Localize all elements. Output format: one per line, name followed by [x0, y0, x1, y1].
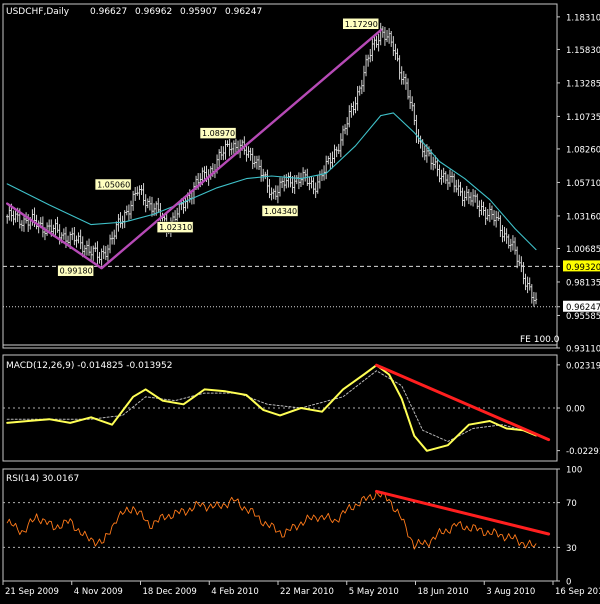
- price-label-box: [94, 178, 132, 191]
- price-axis-tick-label: 1.05710: [566, 179, 600, 189]
- macd-axis-tick-label: 0.023194: [566, 361, 600, 371]
- price-level-label: 0.96247: [566, 303, 600, 313]
- price-level-label-bg: [563, 300, 600, 312]
- price-axis-tick-label: 0.93110: [566, 345, 600, 355]
- price-label-text: 1.02310: [159, 223, 192, 232]
- fe-label: FE 100.0: [520, 335, 560, 345]
- rsi-axis-tick-label: 30: [566, 544, 577, 554]
- price-header-high: 0.96962: [135, 7, 172, 17]
- price-axis-tick-label: 1.00685: [566, 245, 600, 255]
- time-axis-label: 3 Aug 2010: [486, 587, 535, 597]
- time-axis-label: 16 Sep 2010: [555, 587, 600, 597]
- price-panel: 1.18310 1.15830 1.13285 1.10735 1.08260 1.057…: [2, 3, 600, 355]
- time-axis-label: 22 Mar 2010: [280, 587, 334, 597]
- rsi-panel-title: RSI(14) 30.0167: [6, 474, 79, 484]
- macd-main-line: [6, 364, 537, 452]
- price-label-text: 1.08970: [202, 129, 235, 138]
- price-axis-tick-label: 1.18310: [566, 13, 600, 23]
- price-axis-tick-label: 1.13285: [566, 79, 600, 89]
- price-label-box: [199, 127, 237, 139]
- macd-divergence-line: [375, 363, 551, 442]
- price-label-text: 1.05060: [97, 180, 130, 189]
- time-axis-label: 21 Sep 2009: [5, 587, 59, 597]
- macd-axis-tick-label: 0.00: [566, 405, 585, 415]
- rsi-divergence-line: [375, 489, 551, 536]
- rsi-axis-tick-label: 0: [566, 578, 571, 588]
- price-header-close: 0.96247: [225, 7, 262, 17]
- rsi-panel: 100 70 30 0: [2, 466, 582, 588]
- price-axis-tick-label: 1.10735: [566, 113, 600, 123]
- macd-panel-title: MACD(12,26,9) -0.014825 -0.013952: [6, 361, 172, 371]
- price-label-text: 1.17290: [345, 20, 378, 29]
- time-axis-label: 5 May 2010: [349, 587, 399, 597]
- rsi-line: [6, 491, 537, 550]
- price-label-text: 1.04340: [264, 207, 297, 216]
- rsi-panel-frame: [2, 468, 558, 582]
- price-axis-tick-label: 1.03160: [566, 212, 600, 222]
- macd-axis-tick-label: -0.02291: [566, 447, 600, 457]
- time-axis-label: 18 Dec 2009: [143, 587, 197, 597]
- price-header-low: 0.95907: [180, 7, 217, 17]
- price-axis-tick-label: 0.98135: [566, 278, 600, 288]
- price-axis-tick-label: 1.15830: [566, 46, 600, 56]
- price-label-box: [156, 221, 194, 233]
- price-panel-title: USDCHF,Daily: [6, 7, 70, 17]
- macd-panel: 0.023194 0.00 -0.02291: [2, 354, 600, 462]
- time-axis-label: 4 Feb 2010: [211, 587, 259, 597]
- price-level-label-bg: [563, 260, 600, 272]
- rsi-axis-tick-label: 70: [566, 499, 577, 509]
- price-axis-tick-label: 0.95585: [566, 312, 600, 322]
- time-axis-label: 4 Nov 2009: [74, 587, 123, 597]
- price-axis-tick-label: 1.08260: [566, 145, 600, 155]
- macd-signal-line: [6, 370, 537, 442]
- price-header-open: 0.96627: [90, 7, 127, 17]
- price-label-text: 0.99180: [60, 267, 93, 276]
- price-label-box: [261, 205, 299, 217]
- zigzag-trendline: [5, 29, 382, 270]
- time-axis: 21 Sep 2009 4 Nov 2009 18 Dec 2009 4 Feb 20…: [2, 581, 600, 597]
- rsi-axis-tick-label: 100: [566, 466, 582, 476]
- price-panel-frame: [2, 3, 558, 349]
- price-label-box: [342, 18, 379, 30]
- moving-average-line: [6, 112, 537, 251]
- price-level-label: 0.99320: [566, 263, 600, 273]
- time-axis-label: 18 Jun 2010: [418, 587, 469, 597]
- price-label-box: [57, 264, 94, 277]
